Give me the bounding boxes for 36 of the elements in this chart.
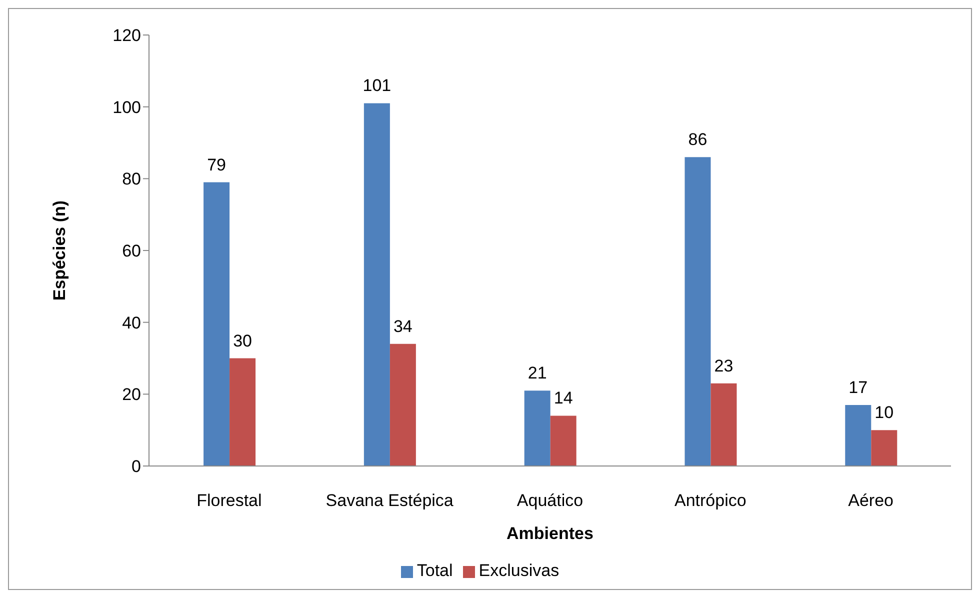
data-label: 86 <box>688 130 708 150</box>
bar <box>550 416 576 466</box>
x-axis-title: Ambientes <box>506 524 594 543</box>
bar <box>871 430 898 466</box>
y-tick-label: 20 <box>122 385 141 404</box>
data-label: 14 <box>554 388 573 408</box>
x-tick-label: Florestal <box>196 491 262 510</box>
bar <box>364 103 390 466</box>
bar <box>204 182 230 466</box>
bar <box>710 383 737 466</box>
data-label: 79 <box>207 155 226 174</box>
bar <box>845 404 872 466</box>
y-tick-label: 0 <box>132 457 141 476</box>
data-label: 21 <box>528 364 547 383</box>
data-label: 30 <box>233 331 252 350</box>
legend-label: Exclusivas <box>478 561 560 580</box>
x-tick-label: Aquático <box>516 491 584 510</box>
bar <box>390 344 416 466</box>
y-tick-label: 40 <box>122 313 141 332</box>
y-tick-label: 100 <box>112 98 141 117</box>
x-tick-label: Savana Estépica <box>326 491 454 510</box>
bar <box>524 390 550 466</box>
data-label: 101 <box>362 76 392 96</box>
y-tick-label: 120 <box>112 26 141 46</box>
data-label: 10 <box>874 403 894 422</box>
y-tick-label: 80 <box>122 170 141 189</box>
bar <box>684 157 711 466</box>
legend-label: Total <box>416 561 453 580</box>
x-tick-label: Aéreo <box>848 491 894 510</box>
y-tick-label: 60 <box>122 242 141 261</box>
bar <box>230 358 256 466</box>
x-tick-label: Antrópico <box>674 491 746 510</box>
data-label: 23 <box>714 356 734 376</box>
data-label: 34 <box>393 316 412 336</box>
data-label: 17 <box>848 378 868 397</box>
y-axis-title: Espécies (n) <box>50 200 70 301</box>
